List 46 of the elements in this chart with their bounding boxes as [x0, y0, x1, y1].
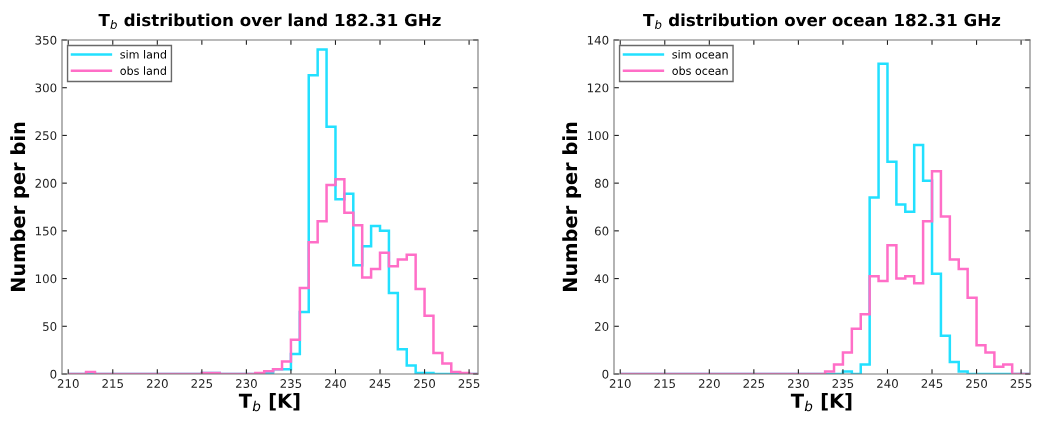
- y-tick-label: 80: [594, 178, 609, 188]
- x-tick-label: 245: [921, 379, 943, 388]
- y-tick-label: 50: [43, 322, 57, 331]
- x-tick-label: 245: [369, 379, 391, 388]
- x-tick-label: 215: [654, 379, 676, 388]
- x-tick-label: 225: [743, 379, 765, 388]
- x-tick-label: 255: [458, 379, 480, 388]
- x-axis-title: T$_{b}$ [K]: [790, 393, 852, 412]
- x-tick-label: 235: [280, 379, 302, 388]
- x-tick-label: 240: [877, 379, 898, 388]
- x-tick-label: 215: [102, 379, 124, 388]
- y-tick-label: 40: [594, 274, 609, 284]
- x-tick-label: 220: [146, 379, 168, 388]
- y-tick-label: 140: [587, 35, 609, 45]
- x-tick-label: 250: [966, 379, 988, 388]
- x-axis-title: T$_{b}$ [K]: [238, 393, 300, 412]
- y-axis-title: Number per bin: [562, 122, 582, 292]
- x-tick-label: 250: [414, 379, 436, 388]
- x-tick-label: 240: [325, 379, 346, 388]
- legend-label: sim land: [120, 50, 166, 59]
- y-tick-label: 300: [35, 83, 57, 93]
- x-tick-label: 210: [57, 379, 79, 388]
- x-tick-label: 230: [235, 379, 257, 388]
- legend-label: obs land: [120, 66, 166, 75]
- y-axis-title: Number per bin: [10, 122, 30, 292]
- x-tick-label: 255: [1010, 379, 1032, 388]
- y-tick-label: 200: [35, 178, 57, 188]
- y-tick-label: 100: [587, 131, 609, 141]
- y-tick-label: 350: [35, 35, 57, 45]
- x-tick-label: 210: [609, 379, 631, 388]
- legend-label: sim ocean: [672, 50, 728, 59]
- y-tick-label: 20: [594, 322, 609, 331]
- y-tick-label: 250: [35, 131, 57, 141]
- chart-title: T$_{b}$ distribution over land 182.31 GHz: [98, 13, 441, 30]
- legend-label: obs ocean: [672, 66, 728, 75]
- x-tick-label: 225: [191, 379, 213, 388]
- y-tick-label: 150: [35, 226, 57, 236]
- chart-title: T$_{b}$ distribution over ocean 182.31 GHz: [643, 13, 1001, 30]
- y-tick-label: 60: [594, 226, 609, 236]
- x-tick-label: 235: [832, 379, 854, 388]
- x-tick-label: 220: [698, 379, 720, 388]
- y-tick-label: 0: [50, 369, 57, 379]
- x-tick-label: 230: [787, 379, 809, 388]
- y-tick-label: 120: [587, 83, 609, 93]
- y-tick-label: 100: [35, 274, 57, 284]
- y-tick-label: 0: [602, 369, 609, 379]
